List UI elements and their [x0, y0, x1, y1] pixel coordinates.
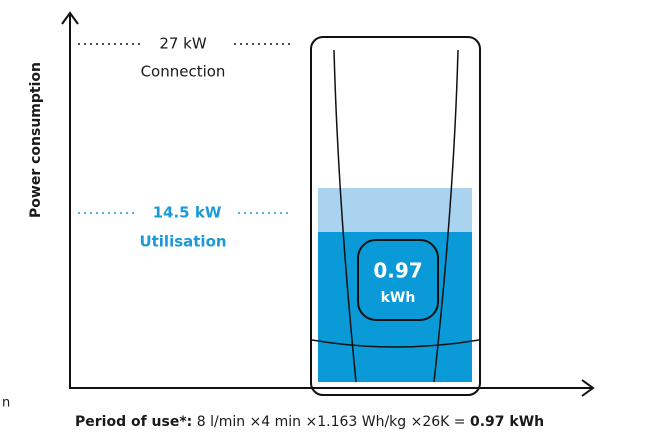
footer-lead: Period of use*:	[75, 414, 193, 430]
utilisation-value: 14.5 kW	[153, 204, 222, 222]
fragment: n	[2, 396, 10, 411]
device-line	[433, 49, 459, 383]
axes	[61, 11, 595, 397]
device-line	[333, 49, 357, 383]
display-unit: kWh	[381, 290, 416, 306]
y-arrow	[61, 11, 79, 25]
y-axis-label: Power consumption	[28, 62, 44, 218]
device-lines	[311, 49, 480, 383]
footer: Period of use*: 8 l/min ×4 min ×1.163 Wh…	[75, 414, 544, 430]
connection-fill	[318, 188, 472, 232]
display-value: 0.97	[373, 259, 422, 283]
footer-formula: 8 l/min ×4 min ×1.163 Wh/kg ×26K =	[192, 414, 470, 430]
device-line	[311, 339, 480, 348]
device-outline	[310, 36, 481, 396]
footer-result: 0.97 kWh	[469, 414, 545, 430]
connection-label: Connection	[141, 63, 226, 81]
connection-value: 27 kW	[159, 35, 207, 53]
x-arrow	[581, 379, 595, 397]
display	[357, 239, 439, 321]
utilisation-label: Utilisation	[139, 233, 226, 251]
